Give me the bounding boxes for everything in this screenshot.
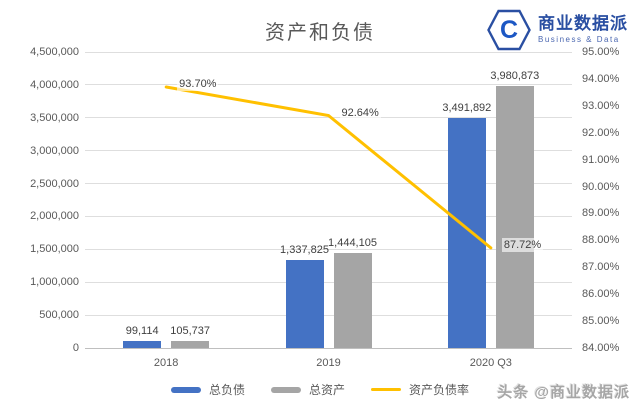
left-axis-tick-label: 1,500,000	[30, 243, 79, 256]
right-axis-tick-label: 89.00%	[582, 207, 620, 220]
chart-legend: 总负债 总资产 资产负债率	[0, 381, 640, 398]
watermark: 头条 @商业数据派	[497, 384, 630, 401]
right-axis-tick-label: 90.00%	[582, 180, 620, 193]
hexagon-logo-icon: C	[487, 9, 531, 51]
right-axis-tick-label: 93.00%	[582, 99, 620, 112]
bar-value-label: 3,980,873	[490, 70, 540, 83]
legend-label-assets: 总资产	[308, 383, 345, 397]
left-axis-tick-label: 2,000,000	[30, 210, 79, 223]
legend-item-liabilities[interactable]: 总负债	[170, 381, 245, 398]
bar-total-assets[interactable]	[333, 253, 372, 348]
legend-key-ratio	[371, 388, 401, 391]
line-value-label: 87.72%	[501, 237, 544, 252]
right-axis-tick-label: 87.00%	[582, 261, 620, 274]
bar-total-assets[interactable]	[495, 86, 534, 348]
x-axis-line	[85, 347, 572, 349]
bar-total-assets[interactable]	[171, 341, 210, 348]
right-axis-tick-label: 85.00%	[582, 315, 620, 328]
brand-name: 商业数据派	[538, 14, 628, 34]
legend-label-liabilities: 总负债	[208, 383, 245, 397]
bar-value-label: 105,737	[170, 325, 211, 338]
right-axis-tick-label: 91.00%	[582, 153, 620, 166]
bar-total-liabilities[interactable]	[447, 118, 486, 348]
x-axis-label: 2018	[153, 357, 179, 369]
bar-total-liabilities[interactable]	[123, 341, 162, 348]
brand-tagline: Business & Data	[538, 35, 620, 45]
left-axis-tick-label: 1,000,000	[30, 276, 79, 289]
gridline	[85, 281, 572, 283]
left-axis-tick-label: 4,000,000	[30, 78, 79, 91]
left-axis-tick-label: 2,500,000	[30, 177, 79, 190]
legend-item-assets[interactable]: 总资产	[270, 381, 345, 398]
chart-title: 资产和负债	[265, 22, 375, 44]
right-axis-tick-label: 95.00%	[582, 46, 620, 58]
gridline	[85, 314, 572, 316]
brand-logo: C 商业数据派 Business & Data	[487, 9, 628, 51]
left-axis-tick-label: 3,000,000	[30, 144, 79, 157]
right-axis-tick-label: 94.00%	[582, 72, 620, 85]
legend-key-liabilities	[170, 386, 201, 393]
line-value-label: 93.70%	[177, 76, 219, 91]
left-axis-tick-label: 0	[72, 342, 79, 354]
bar-value-label: 99,114	[125, 325, 159, 338]
x-axis-label: 2019	[316, 357, 341, 369]
x-axis-label: 2020 Q3	[469, 357, 512, 369]
left-axis-tick-label: 3,500,000	[30, 111, 79, 124]
gridline	[85, 84, 572, 86]
bar-value-label: 1,444,105	[328, 237, 377, 249]
line-value-label: 92.64%	[339, 105, 381, 120]
right-axis-tick-label: 84.00%	[582, 342, 620, 354]
right-axis-tick-label: 88.00%	[582, 234, 620, 247]
bar-total-liabilities[interactable]	[285, 260, 324, 348]
legend-item-ratio[interactable]: 资产负债率	[371, 381, 469, 398]
right-axis-tick-label: 86.00%	[582, 288, 620, 301]
left-axis-tick-label: 500,000	[39, 309, 79, 322]
legend-key-assets	[270, 386, 301, 393]
legend-label-ratio: 资产负债率	[409, 383, 470, 397]
right-axis-tick-label: 92.00%	[582, 126, 620, 139]
gridline	[85, 51, 572, 53]
left-axis-tick-label: 4,500,000	[30, 46, 79, 58]
logo-letter: C	[499, 15, 519, 44]
